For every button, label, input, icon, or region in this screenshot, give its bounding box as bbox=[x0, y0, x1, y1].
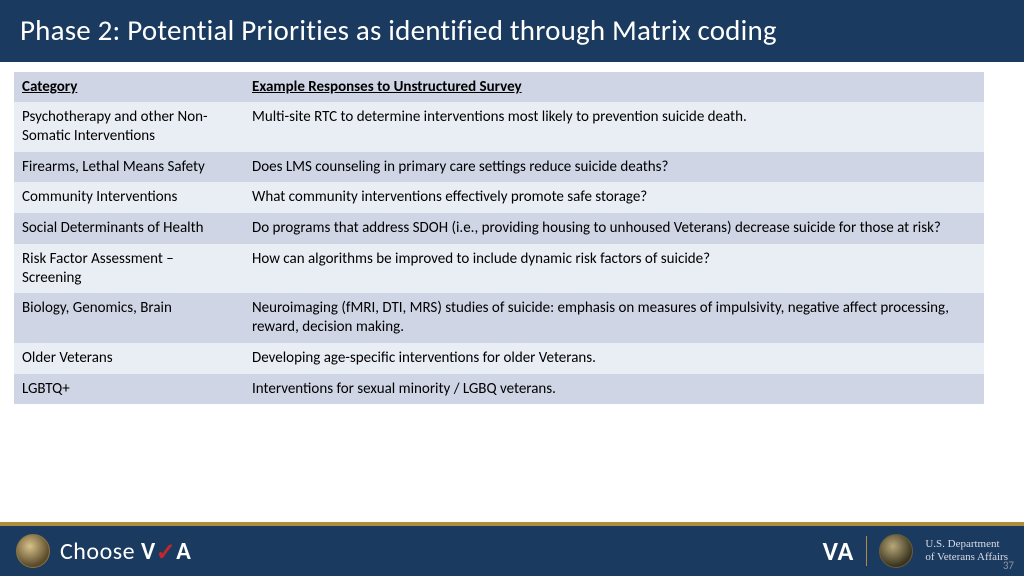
cell-category: Social Determinants of Health bbox=[14, 213, 244, 244]
table-row: Risk Factor Assessment – ScreeningHow ca… bbox=[14, 244, 984, 294]
slide: Phase 2: Potential Priorities as identif… bbox=[0, 0, 1024, 576]
table-header-row: Category Example Responses to Unstructur… bbox=[14, 72, 984, 102]
cell-response: What community interventions effectively… bbox=[244, 182, 984, 213]
cell-category: Risk Factor Assessment – Screening bbox=[14, 244, 244, 294]
cell-response: Do programs that address SDOH (i.e., pro… bbox=[244, 213, 984, 244]
cell-category: Firearms, Lethal Means Safety bbox=[14, 152, 244, 183]
cell-category: Psychotherapy and other Non-Somatic Inte… bbox=[14, 102, 244, 152]
cell-category: Biology, Genomics, Brain bbox=[14, 293, 244, 343]
cell-response: Multi-site RTC to determine intervention… bbox=[244, 102, 984, 152]
cell-category: Community Interventions bbox=[14, 182, 244, 213]
col-header-category: Category bbox=[14, 72, 244, 102]
footer-left: Choose V✓A bbox=[16, 534, 191, 568]
table-body: Psychotherapy and other Non-Somatic Inte… bbox=[14, 102, 984, 404]
dept-seal-icon bbox=[879, 534, 913, 568]
check-icon: ✓ bbox=[156, 538, 177, 567]
va-wordmark: VA bbox=[823, 535, 855, 567]
table-row: Social Determinants of HealthDo programs… bbox=[14, 213, 984, 244]
cell-response: Developing age-specific interventions fo… bbox=[244, 343, 984, 374]
va-seal-icon bbox=[16, 534, 50, 568]
table-row: Psychotherapy and other Non-Somatic Inte… bbox=[14, 102, 984, 152]
content-area: Category Example Responses to Unstructur… bbox=[0, 62, 1024, 576]
footer-right: VA U.S. Department of Veterans Affairs bbox=[823, 534, 1008, 568]
dept-name: U.S. Department of Veterans Affairs bbox=[925, 538, 1008, 564]
cell-response: How can algorithms be improved to includ… bbox=[244, 244, 984, 294]
table-row: LGBTQ+Interventions for sexual minority … bbox=[14, 374, 984, 405]
cell-category: LGBTQ+ bbox=[14, 374, 244, 405]
cell-response: Does LMS counseling in primary care sett… bbox=[244, 152, 984, 183]
choose-va-logo: Choose V✓A bbox=[60, 537, 191, 566]
footer-bar: Choose V✓A VA U.S. Department of Veteran… bbox=[0, 522, 1024, 576]
dept-line2: of Veterans Affairs bbox=[925, 551, 1008, 564]
slide-title: Phase 2: Potential Priorities as identif… bbox=[0, 0, 1024, 62]
choose-a: A bbox=[176, 537, 191, 566]
cell-category: Older Veterans bbox=[14, 343, 244, 374]
table-row: Community InterventionsWhat community in… bbox=[14, 182, 984, 213]
table-row: Older VeteransDeveloping age-specific in… bbox=[14, 343, 984, 374]
choose-v: V bbox=[141, 537, 156, 566]
cell-response: Interventions for sexual minority / LGBQ… bbox=[244, 374, 984, 405]
dept-line1: U.S. Department bbox=[925, 538, 1008, 551]
page-number: 37 bbox=[1003, 559, 1014, 572]
table-row: Firearms, Lethal Means SafetyDoes LMS co… bbox=[14, 152, 984, 183]
table-row: Biology, Genomics, BrainNeuroimaging (fM… bbox=[14, 293, 984, 343]
cell-response: Neuroimaging (fMRI, DTI, MRS) studies of… bbox=[244, 293, 984, 343]
priorities-table: Category Example Responses to Unstructur… bbox=[14, 72, 984, 404]
footer-divider bbox=[866, 536, 867, 566]
col-header-responses: Example Responses to Unstructured Survey bbox=[244, 72, 984, 102]
choose-text: Choose bbox=[60, 537, 141, 566]
